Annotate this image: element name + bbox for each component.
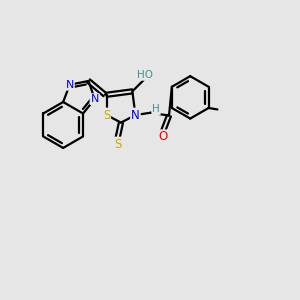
- Text: O: O: [158, 130, 167, 143]
- Text: S: S: [114, 138, 121, 151]
- Text: N: N: [131, 109, 140, 122]
- Text: H: H: [152, 104, 160, 114]
- Text: S: S: [103, 109, 110, 122]
- Text: N: N: [65, 80, 74, 90]
- Text: N: N: [91, 94, 99, 104]
- Text: HO: HO: [137, 70, 153, 80]
